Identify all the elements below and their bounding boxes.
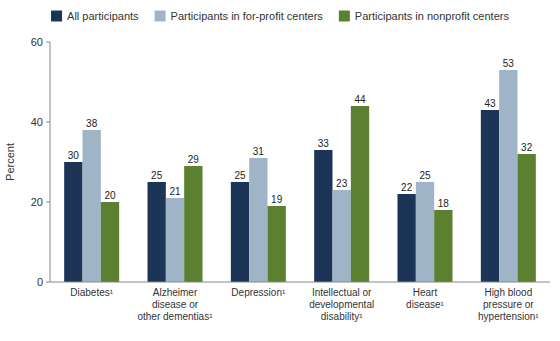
x-tick-label: Depression¹ [231, 287, 286, 298]
bar [249, 158, 267, 282]
x-tick-label-line: Intellectual or [312, 287, 372, 298]
data-label: 19 [271, 194, 283, 205]
legend-swatch [51, 11, 62, 22]
y-axis-line [50, 42, 51, 282]
x-tick-label-line: other dementias¹ [137, 311, 213, 322]
legend-swatch [155, 11, 166, 22]
bar [398, 194, 416, 282]
bar [231, 182, 249, 282]
bar [101, 202, 119, 282]
x-tick-label-line: hypertension¹ [478, 311, 539, 322]
x-tick-label-line: disease¹ [406, 299, 444, 310]
data-label: 25 [151, 170, 163, 181]
x-tick-label: Heartdisease¹ [406, 287, 444, 310]
data-label: 38 [86, 118, 98, 129]
y-tick [46, 282, 50, 283]
bar [148, 182, 166, 282]
x-tick-label-line: disease or [152, 299, 199, 310]
bar [518, 154, 536, 282]
data-label: 22 [401, 182, 413, 193]
x-tick-label: Alzheimerdisease orother dementias¹ [137, 287, 213, 322]
x-tick-label: High bloodpressure orhypertension¹ [478, 287, 539, 322]
y-tick [46, 202, 50, 203]
bar [268, 206, 286, 282]
data-label: 33 [318, 138, 330, 149]
bar [351, 106, 369, 282]
data-label: 25 [419, 170, 431, 181]
chart: 30 25 25 33 22 43 38 21 31 23 25 53 20 29 19 44 18 32 0 20 4… [0, 0, 560, 341]
x-axis-line [50, 282, 550, 283]
y-tick-label: 20 [31, 196, 43, 208]
legend-label: Participants in nonprofit centers [355, 10, 510, 22]
y-tick-label: 0 [37, 276, 43, 288]
legend-label: Participants in for-profit centers [171, 10, 324, 22]
data-label: 18 [438, 198, 450, 209]
data-label: 23 [336, 178, 348, 189]
x-tick-label: Diabetes¹ [70, 287, 113, 298]
x-tick-label-line: Depression¹ [231, 287, 286, 298]
bar [434, 210, 452, 282]
x-tick-label-line: developmental [309, 299, 374, 310]
x-tick-label-line: Alzheimer [153, 287, 198, 298]
x-tick-label-line: disability¹ [321, 311, 363, 322]
data-label: 30 [68, 150, 80, 161]
y-tick-label: 40 [31, 116, 43, 128]
bars [64, 70, 536, 282]
data-label: 32 [521, 142, 533, 153]
bar [314, 150, 332, 282]
data-label: 21 [169, 186, 181, 197]
x-tick-label: Intellectual ordevelopmentaldisability¹ [309, 287, 374, 322]
bar [184, 166, 202, 282]
y-tick [46, 122, 50, 123]
data-label: 43 [484, 98, 496, 109]
x-tick-label-line: Diabetes¹ [70, 287, 113, 298]
legend-swatch [339, 11, 350, 22]
legend: All participants Participants in for-prof… [51, 10, 509, 22]
data-label: 25 [234, 170, 246, 181]
data-label: 53 [503, 58, 515, 69]
bar [416, 182, 434, 282]
bar [481, 110, 499, 282]
legend-label: All participants [67, 10, 139, 22]
bar [83, 130, 101, 282]
x-tick-label-line: Heart [413, 287, 438, 298]
data-label: 20 [104, 190, 116, 201]
bar [333, 190, 351, 282]
y-tick-label: 60 [31, 36, 43, 48]
data-labels: 30 25 25 33 22 43 38 21 31 23 25 53 20 29 19 44 18 32 [68, 58, 533, 209]
y-tick [46, 42, 50, 43]
bar [166, 198, 184, 282]
data-label: 29 [188, 154, 200, 165]
y-axis-label: Percent [4, 143, 16, 181]
bar [499, 70, 517, 282]
x-tick-label-line: High blood [484, 287, 532, 298]
data-label: 44 [354, 94, 366, 105]
data-label: 31 [253, 146, 265, 157]
bar [64, 162, 82, 282]
x-tick-label-line: pressure or [483, 299, 534, 310]
